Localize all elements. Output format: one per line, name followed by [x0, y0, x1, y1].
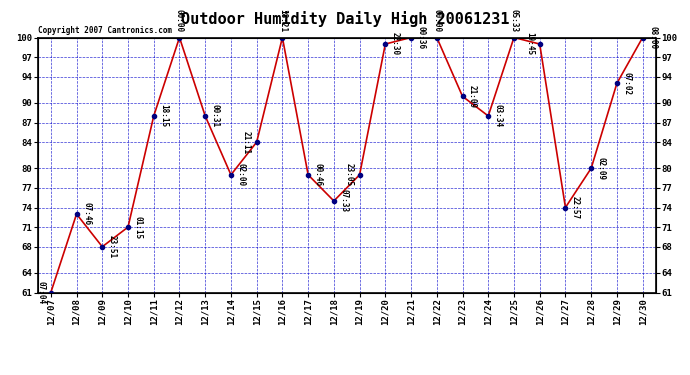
Text: 00:00: 00:00	[432, 9, 442, 32]
Text: 00:46: 00:46	[314, 163, 323, 186]
Text: 18:15: 18:15	[159, 104, 168, 128]
Text: Outdoor Humidity Daily High 20061231: Outdoor Humidity Daily High 20061231	[181, 11, 509, 27]
Text: 07:04: 07:04	[37, 281, 46, 304]
Text: 07:33: 07:33	[339, 189, 348, 213]
Text: 07:02: 07:02	[622, 72, 631, 95]
Text: 22:30: 22:30	[391, 33, 400, 56]
Text: 05:33: 05:33	[509, 9, 518, 32]
Text: 02:00: 02:00	[237, 163, 246, 186]
Text: 21:09: 21:09	[468, 85, 477, 108]
Text: Copyright 2007 Cantronics.com: Copyright 2007 Cantronics.com	[38, 26, 172, 35]
Text: 02:09: 02:09	[597, 157, 606, 180]
Text: 21:11: 21:11	[242, 130, 251, 154]
Text: 00:31: 00:31	[210, 104, 219, 128]
Text: 00:36: 00:36	[417, 26, 426, 49]
Text: 01:15: 01:15	[134, 216, 143, 238]
Text: 03:34: 03:34	[494, 104, 503, 128]
Text: 23:51: 23:51	[108, 235, 117, 258]
Text: 08:00: 08:00	[648, 26, 657, 49]
Text: 00:00: 00:00	[175, 9, 184, 32]
Text: 19:45: 19:45	[525, 33, 534, 56]
Text: 22:57: 22:57	[571, 196, 580, 219]
Text: 07:46: 07:46	[82, 202, 91, 226]
Text: 23:05: 23:05	[345, 163, 354, 186]
Text: 18:21: 18:21	[278, 9, 287, 32]
